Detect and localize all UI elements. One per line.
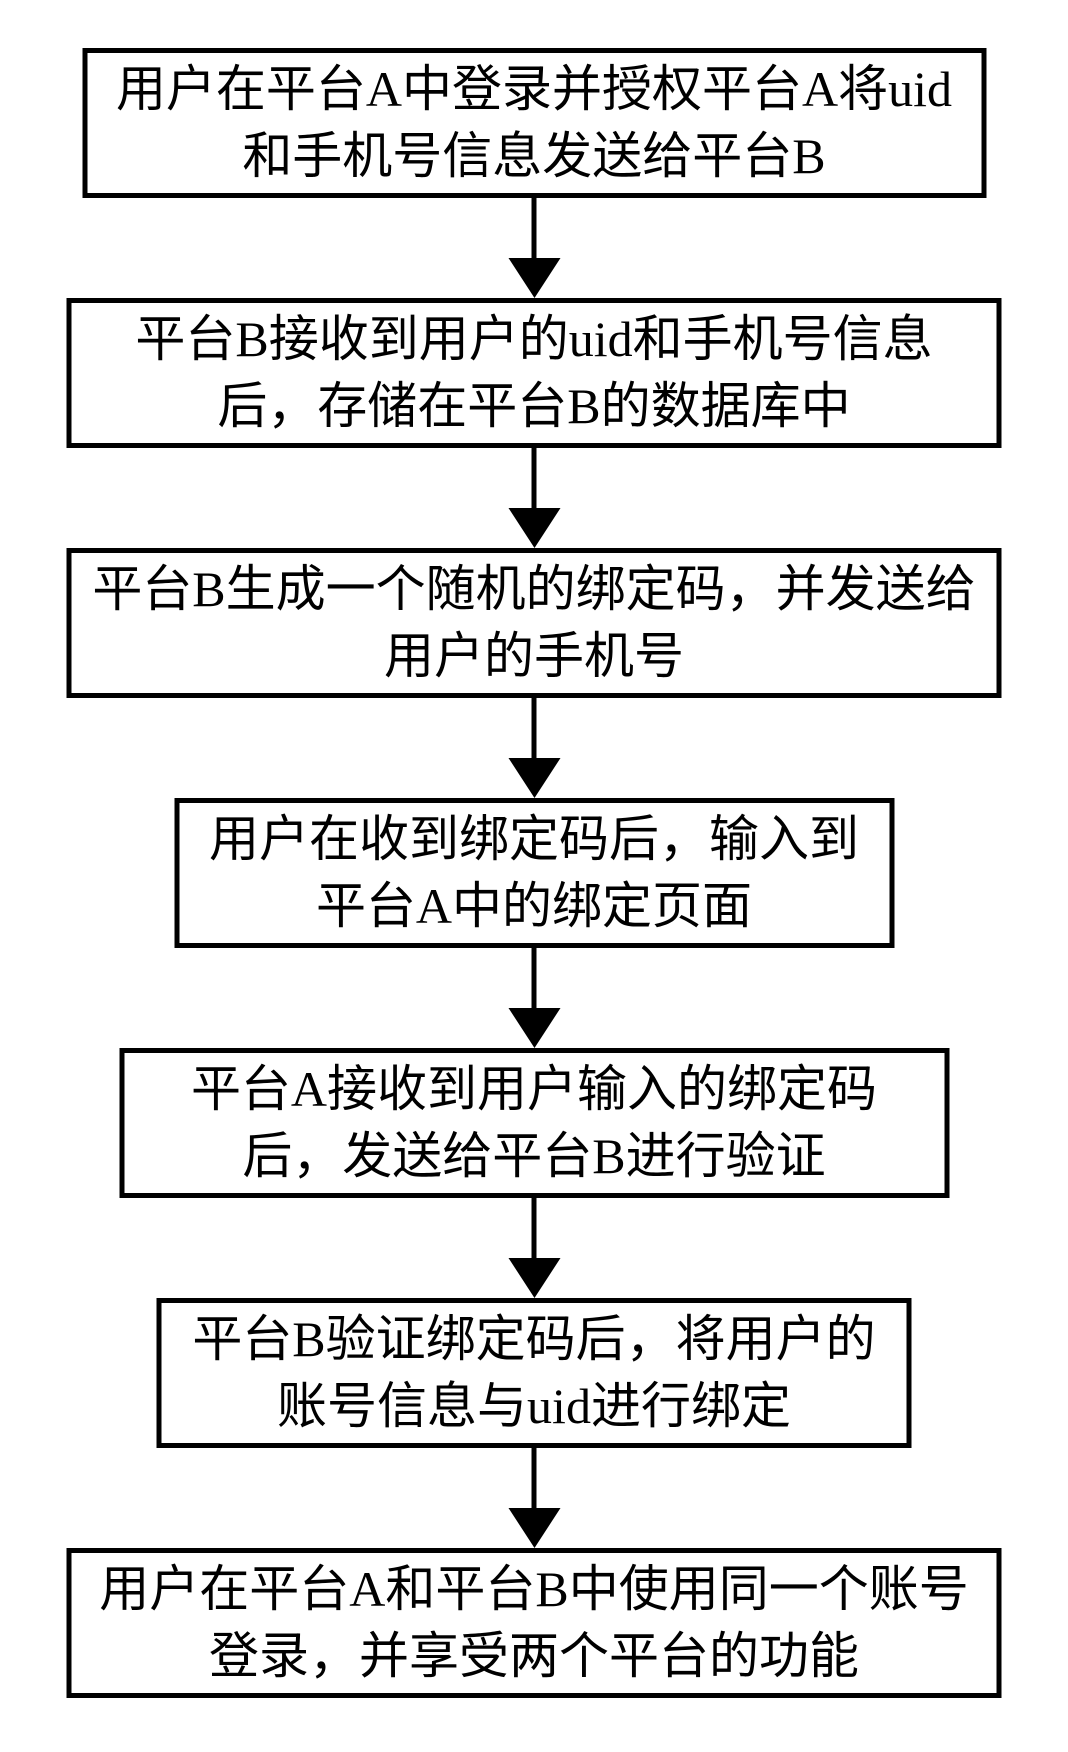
arrow-line <box>532 448 537 508</box>
arrow-head-icon <box>508 258 560 298</box>
flow-arrow <box>508 948 560 1048</box>
arrow-head-icon <box>508 1258 560 1298</box>
flow-arrow <box>508 1448 560 1548</box>
arrow-line <box>532 948 537 1008</box>
arrow-head-icon <box>508 758 560 798</box>
node-text: 用户在平台A中登录并授权平台A将uid和手机号信息发送给平台B <box>107 56 961 191</box>
arrow-line <box>532 1198 537 1258</box>
node-text: 用户在平台A和平台B中使用同一个账号登录，并享受两个平台的功能 <box>92 1556 977 1691</box>
flow-arrow <box>508 1198 560 1298</box>
flow-node-step1: 用户在平台A中登录并授权平台A将uid和手机号信息发送给平台B <box>82 48 986 198</box>
node-text: 平台B接收到用户的uid和手机号信息后，存储在平台B的数据库中 <box>92 306 977 441</box>
flow-arrow <box>508 448 560 548</box>
node-text: 平台B验证绑定码后，将用户的账号信息与uid进行绑定 <box>182 1306 887 1441</box>
arrow-head-icon <box>508 508 560 548</box>
node-text: 平台B生成一个随机的绑定码，并发送给用户的手机号 <box>92 556 977 691</box>
flowchart-container: 用户在平台A中登录并授权平台A将uid和手机号信息发送给平台B 平台B接收到用户… <box>67 48 1002 1698</box>
arrow-line <box>532 1448 537 1508</box>
flow-node-step2: 平台B接收到用户的uid和手机号信息后，存储在平台B的数据库中 <box>67 298 1002 448</box>
arrow-line <box>532 198 537 258</box>
arrow-line <box>532 698 537 758</box>
node-text: 用户在收到绑定码后，输入到平台A中的绑定页面 <box>199 806 869 941</box>
flow-node-step4: 用户在收到绑定码后，输入到平台A中的绑定页面 <box>174 798 894 948</box>
flow-node-step6: 平台B验证绑定码后，将用户的账号信息与uid进行绑定 <box>157 1298 912 1448</box>
flow-arrow <box>508 198 560 298</box>
arrow-head-icon <box>508 1508 560 1548</box>
flow-arrow <box>508 698 560 798</box>
arrow-head-icon <box>508 1008 560 1048</box>
flow-node-step3: 平台B生成一个随机的绑定码，并发送给用户的手机号 <box>67 548 1002 698</box>
flow-node-step7: 用户在平台A和平台B中使用同一个账号登录，并享受两个平台的功能 <box>67 1548 1002 1698</box>
node-text: 平台A接收到用户输入的绑定码后，发送给平台B进行验证 <box>144 1056 924 1191</box>
flow-node-step5: 平台A接收到用户输入的绑定码后，发送给平台B进行验证 <box>119 1048 949 1198</box>
